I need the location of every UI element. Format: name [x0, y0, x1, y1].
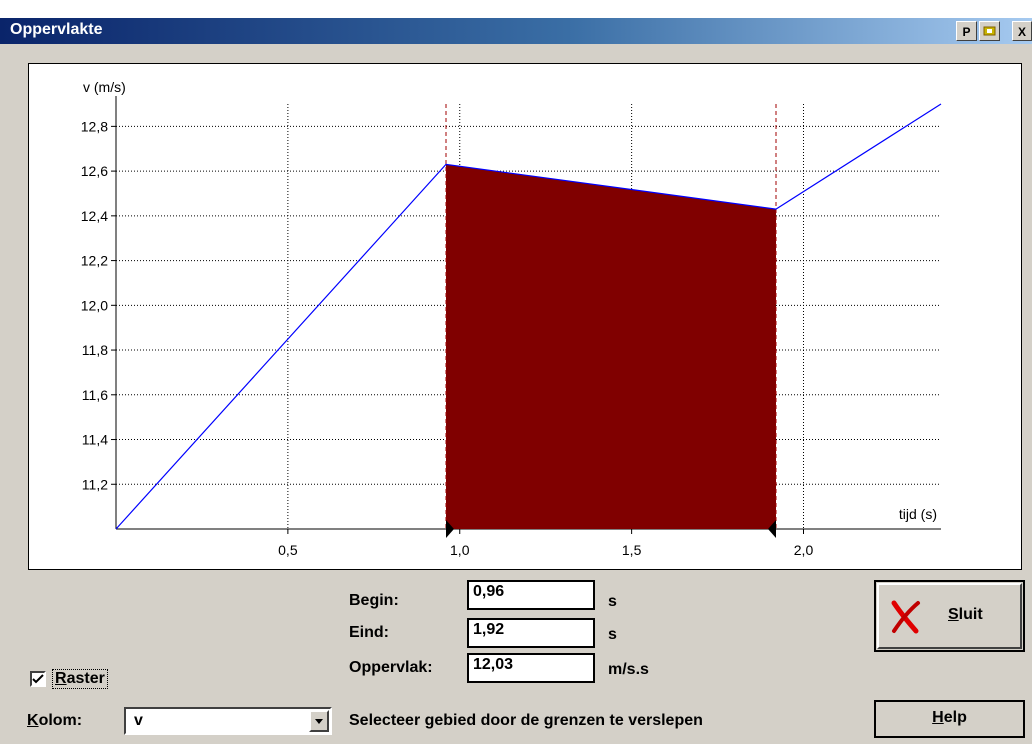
close-button[interactable]: X	[1012, 21, 1032, 41]
kolom-label: Kolom:	[27, 712, 83, 729]
x-axis-label: tijd (s)	[899, 506, 937, 522]
checkmark-icon	[32, 674, 44, 684]
oppervlak-unit: m/s.s	[608, 661, 649, 678]
window-title: Oppervlakte	[10, 21, 103, 38]
checkbox-box	[30, 671, 46, 687]
series-line	[115, 103, 942, 530]
chart-panel: 12,8 12,6 12,4 12,2 12,0 11,8 11,6 11,4 11,2 0,5 1…	[28, 63, 1022, 570]
help-label: Help	[932, 709, 967, 726]
raster-label: Raster	[52, 669, 108, 689]
kolom-value: v	[134, 712, 143, 729]
y-tick-label: 12,6	[81, 163, 108, 179]
y-tick-label: 12,4	[81, 208, 108, 224]
x-tick-label: 1,0	[450, 542, 470, 558]
y-tick-label: 12,8	[81, 118, 108, 134]
x-tick-label: 1,5	[622, 542, 642, 558]
sluit-button-inner	[877, 583, 1022, 649]
y-tick-label: 12,0	[81, 297, 108, 313]
y-tick-label: 12,2	[81, 253, 108, 269]
shaded-area	[446, 164, 776, 529]
oppervlak-label: Oppervlak:	[349, 659, 433, 676]
begin-label: Begin:	[349, 592, 399, 609]
y-tick-label: 11,6	[82, 387, 108, 403]
sluit-label: Sluit	[948, 606, 983, 623]
eind-field[interactable]: 1,92	[467, 618, 595, 648]
p-button[interactable]: P	[956, 21, 977, 41]
y-tick-label: 11,8	[82, 342, 108, 358]
title-strip	[0, 18, 1032, 44]
kolom-select[interactable]: v	[124, 707, 332, 735]
hint-text: Selecteer gebied door de grenzen te vers…	[349, 712, 703, 729]
title-bar: Oppervlakte P X	[0, 0, 1032, 44]
x-tick-label: 2,0	[794, 542, 814, 558]
y-tick-label: 11,4	[82, 432, 108, 448]
cross-icon	[891, 600, 920, 634]
x-tick-label: 0,5	[278, 542, 298, 558]
eind-label: Eind:	[349, 624, 389, 641]
y-axis-label: v (m/s)	[83, 79, 126, 95]
begin-field[interactable]: 0,96	[467, 580, 595, 610]
picture-button[interactable]	[979, 21, 1000, 41]
y-tick-label: 11,2	[82, 476, 108, 492]
begin-unit: s	[608, 593, 617, 610]
oppervlak-field: 12,03	[467, 653, 595, 683]
kolom-dropdown-button[interactable]	[309, 710, 329, 732]
sluit-button[interactable]: Sluit	[874, 580, 1025, 652]
chart-svg: 12,8 12,6 12,4 12,2 12,0 11,8 11,6 11,4 11,2 0,5 1…	[81, 79, 942, 558]
raster-checkbox[interactable]: Raster	[30, 669, 120, 691]
help-button[interactable]: Help	[874, 700, 1025, 738]
eind-unit: s	[608, 626, 617, 643]
chevron-down-icon	[315, 719, 323, 724]
picture-icon	[983, 26, 996, 36]
end-handle-icon[interactable]	[768, 520, 776, 538]
begin-handle-icon[interactable]	[446, 520, 454, 538]
